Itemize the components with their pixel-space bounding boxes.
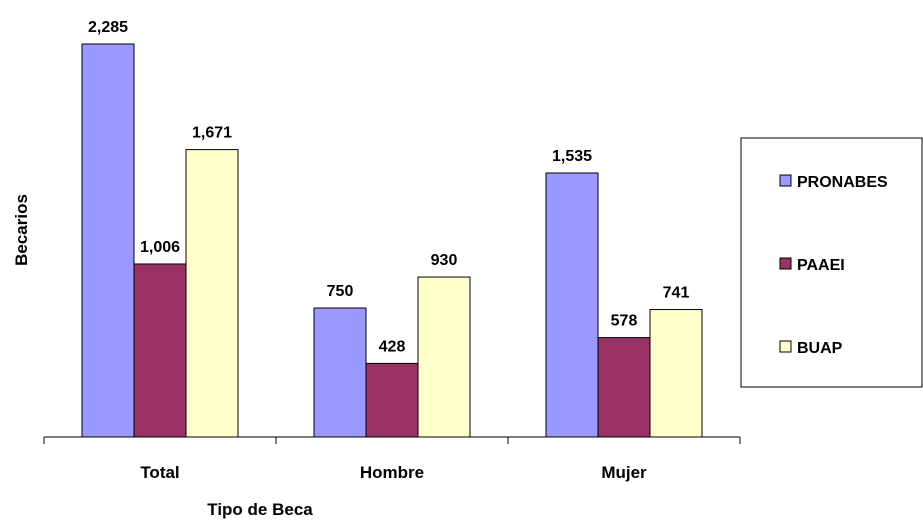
y-axis-title: Becarios	[12, 194, 31, 266]
value-label-paaei-mujer: 578	[611, 313, 638, 330]
category-label-total: Total	[140, 463, 179, 482]
value-label-pronabes-hombre: 750	[327, 283, 354, 300]
legend-label-pronabes: PRONABES	[797, 174, 888, 191]
legend-box	[740, 137, 923, 388]
bar-buap-hombre	[417, 276, 471, 438]
bar-buap-mujer	[649, 309, 703, 438]
bars-layer	[81, 43, 703, 438]
value-label-buap-total: 1,671	[192, 125, 232, 142]
legend-label-paaei: PAAEI	[797, 257, 845, 274]
bar-pronabes-hombre	[313, 307, 367, 438]
x-axis-title: Tipo de Beca	[207, 500, 313, 519]
bar-buap-total	[185, 149, 239, 438]
value-label-pronabes-mujer: 1,535	[552, 148, 592, 165]
category-labels-layer: Total Hombre Mujer	[140, 463, 647, 482]
bar-pronabes-mujer	[545, 172, 599, 438]
category-label-mujer: Mujer	[601, 463, 647, 482]
value-label-buap-hombre: 930	[431, 252, 458, 269]
x-axis	[43, 436, 741, 444]
value-label-paaei-hombre: 428	[379, 338, 406, 355]
bar-paaei-mujer	[597, 337, 651, 438]
bar-paaei-hombre	[365, 362, 419, 438]
value-label-paaei-total: 1,006	[140, 239, 180, 256]
legend-label-buap: BUAP	[797, 340, 843, 357]
value-label-pronabes-total: 2,285	[88, 19, 128, 36]
legend-swatch-buap	[779, 340, 792, 353]
value-labels-layer: 2,285 1,006 1,671 750 428 930 1,535 578 741	[88, 19, 689, 355]
bar-pronabes-total	[81, 43, 135, 438]
legend-swatch-pronabes	[779, 174, 792, 187]
category-label-hombre: Hombre	[360, 463, 424, 482]
legend: PRONABES PAAEI BUAP	[740, 137, 923, 388]
bar-paaei-total	[133, 263, 187, 438]
legend-swatch-paaei	[779, 257, 792, 270]
value-label-buap-mujer: 741	[663, 285, 690, 302]
